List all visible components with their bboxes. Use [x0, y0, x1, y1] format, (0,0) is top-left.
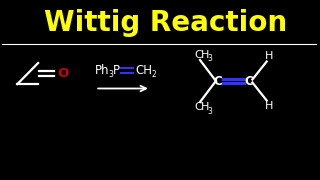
Text: 3: 3 — [207, 54, 212, 63]
Text: H: H — [201, 102, 209, 112]
Text: P: P — [113, 64, 120, 77]
Text: 3: 3 — [108, 70, 114, 79]
Text: H: H — [265, 51, 273, 61]
Text: Wittig Reaction: Wittig Reaction — [44, 8, 287, 37]
Text: C: C — [194, 50, 202, 60]
Text: Ph: Ph — [95, 64, 110, 77]
Text: C: C — [194, 102, 202, 112]
Text: 2: 2 — [152, 70, 156, 79]
Text: CH: CH — [135, 64, 152, 77]
Text: O: O — [57, 67, 68, 80]
Text: C: C — [213, 75, 222, 87]
Text: C: C — [245, 75, 253, 87]
Text: H: H — [265, 101, 273, 111]
Text: 3: 3 — [207, 107, 212, 116]
Text: H: H — [201, 50, 209, 60]
